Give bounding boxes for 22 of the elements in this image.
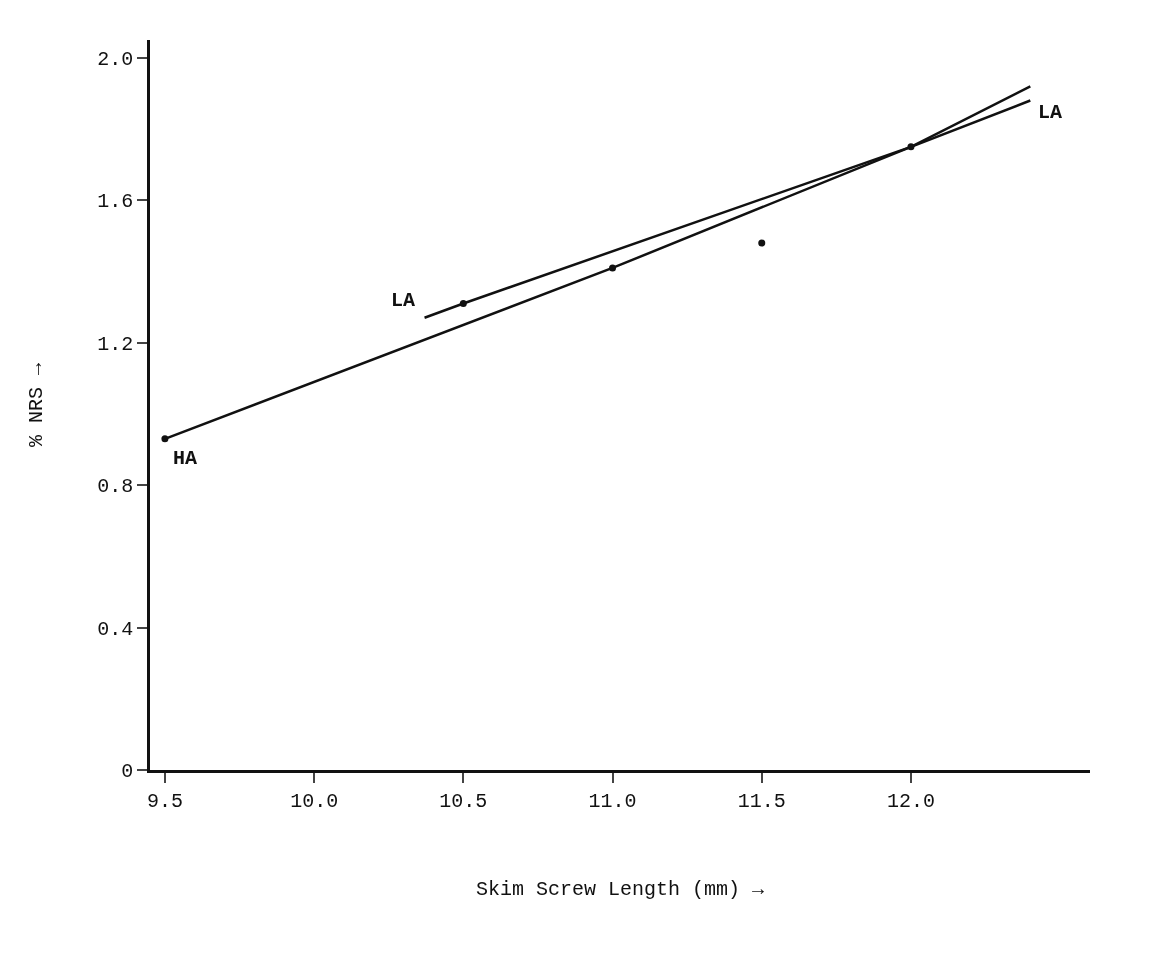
point: [459, 300, 467, 308]
x-tick-label: 11.0: [588, 789, 637, 813]
y-axis-title: % NRS →: [24, 362, 48, 448]
x-tick-label: 10.0: [290, 789, 339, 813]
point: [609, 264, 617, 272]
x-tick-label: 9.5: [146, 789, 183, 813]
y-tick-label: 1.6: [97, 190, 134, 214]
y-tick-label: 1.2: [97, 332, 134, 356]
point: [907, 143, 915, 151]
y-tick-label: 0.4: [97, 617, 134, 641]
x-tick-label: 10.5: [439, 789, 488, 813]
y-tick-label: 2.0: [97, 47, 134, 71]
annotation: LA: [1038, 101, 1063, 124]
y-tick-label: 0.8: [97, 475, 134, 499]
annotation: LA: [391, 289, 416, 312]
x-tick-label: 12.0: [886, 789, 935, 813]
annotation: HA: [173, 447, 198, 470]
point: [161, 435, 169, 443]
y-tick-label: 0: [121, 760, 134, 783]
point: [758, 239, 766, 247]
x-axis-title: Skim Screw Length (mm) →: [475, 878, 765, 902]
x-tick-label: 11.5: [737, 789, 786, 813]
